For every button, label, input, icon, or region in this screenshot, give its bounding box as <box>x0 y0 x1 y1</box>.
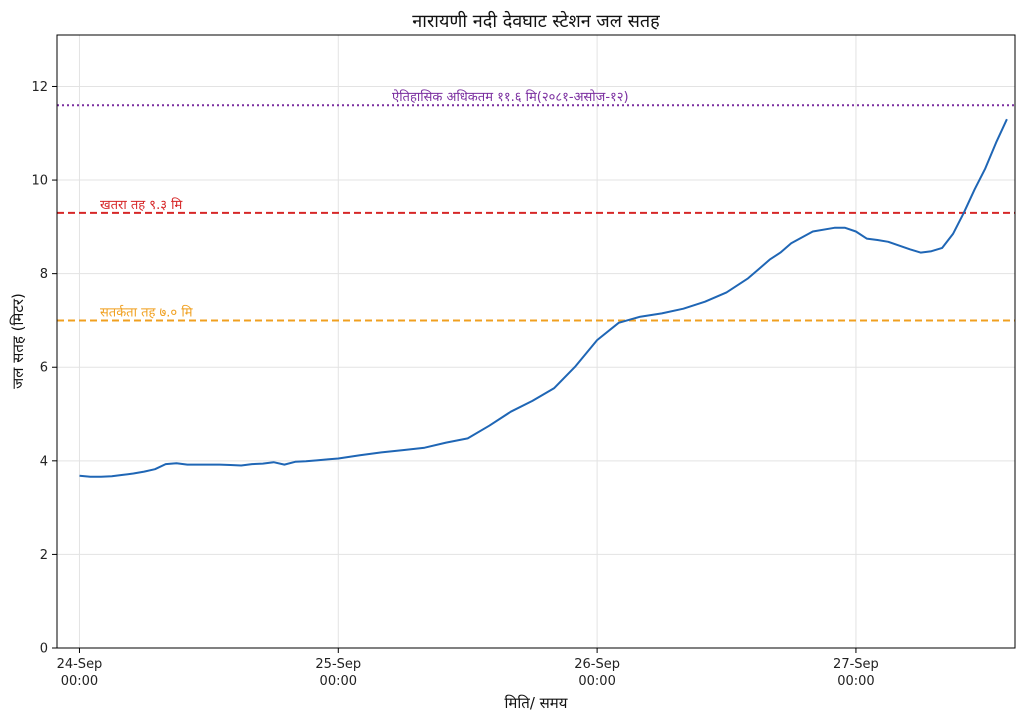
water-level-series-line <box>79 118 1008 478</box>
x-tick-label-time: 00:00 <box>61 674 98 689</box>
x-tick-label-date: 24-Sep <box>57 657 103 672</box>
y-tick-label: 2 <box>40 548 48 563</box>
reference-lines: ऐतिहासिक अधिकतम ११.६ मि(२०८१-असोज-१२) खतर… <box>57 89 1015 322</box>
reference-line-label: सतर्कता तह ७.० मि <box>100 304 193 320</box>
x-tick-label-time: 00:00 <box>578 674 615 689</box>
chart-title: नारायणी नदी देवघाट स्टेशन जल सतह <box>412 10 660 32</box>
y-tick-label: 8 <box>40 267 48 282</box>
x-axis-title: मिति/ समय <box>505 694 568 712</box>
y-axis-ticks: 0 2 4 6 8 10 12 <box>31 80 57 657</box>
y-tick-label: 0 <box>40 642 48 657</box>
x-axis-ticks: 24-Sep 00:00 25-Sep 00:00 26-Sep 00:00 27-Sep 0… <box>57 648 879 689</box>
y-tick-label: 6 <box>40 361 48 376</box>
y-tick-label: 10 <box>31 174 48 189</box>
grid <box>57 35 1015 649</box>
x-tick-label-date: 26-Sep <box>574 657 620 672</box>
x-tick-label-time: 00:00 <box>837 674 874 689</box>
x-tick-label-date: 27-Sep <box>833 657 879 672</box>
x-tick-label-date: 25-Sep <box>315 657 361 672</box>
reference-line-label: खतरा तह ९.३ मि <box>100 197 182 213</box>
plot-frame <box>56 34 1016 649</box>
y-tick-label: 12 <box>31 80 48 95</box>
series-layer <box>79 118 1008 478</box>
x-tick-label-time: 00:00 <box>320 674 357 689</box>
y-tick-label: 4 <box>40 454 48 469</box>
reference-line-label: ऐतिहासिक अधिकतम ११.६ मि(२०८१-असोज-१२) <box>392 89 629 105</box>
y-axis-title: जल सतह (मिटर) <box>9 293 27 389</box>
